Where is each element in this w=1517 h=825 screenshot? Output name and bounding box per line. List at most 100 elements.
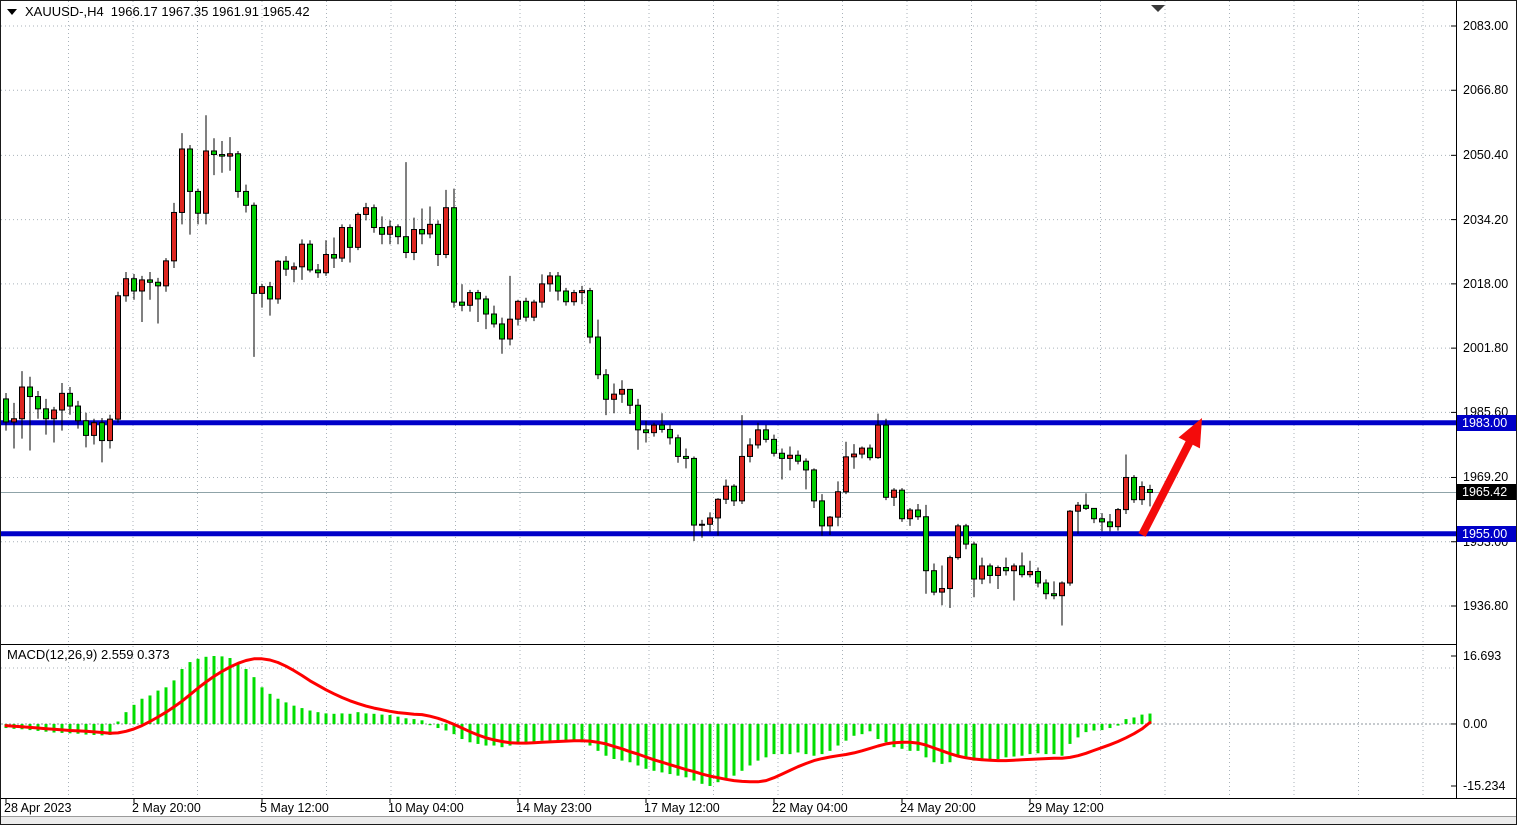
macd-histogram-bar: [596, 723, 600, 751]
macd-histogram-bar: [772, 723, 776, 755]
macd-histogram-bar: [220, 656, 224, 724]
bull-candle: [787, 454, 793, 459]
macd-histogram-bar: [324, 713, 328, 724]
macd-name: MACD(12,26,9): [7, 647, 98, 662]
time-axis-label: 22 May 04:00: [772, 801, 848, 815]
bull-candle: [979, 565, 985, 580]
macd-histogram-bar: [1100, 723, 1104, 731]
bull-candle: [123, 278, 129, 297]
bear-candle: [195, 190, 201, 214]
macd-histogram-bar: [668, 723, 672, 775]
price-axis-separator: [1456, 1, 1457, 798]
bull-candle: [739, 455, 745, 502]
bear-candle: [867, 447, 873, 459]
macd-histogram-bar: [796, 723, 800, 753]
bull-candle: [355, 213, 361, 248]
bear-candle: [1035, 570, 1041, 584]
macd-histogram-bar: [740, 723, 744, 771]
bear-candle: [811, 469, 817, 502]
macd-histogram-bar: [1028, 723, 1032, 755]
bear-candle: [315, 269, 321, 274]
bear-candle: [235, 153, 241, 192]
bull-candle: [955, 525, 961, 559]
panel-separator[interactable]: [1, 644, 1456, 645]
bear-candle: [627, 388, 633, 406]
time-axis-separator: [1, 798, 1516, 799]
bear-candle: [931, 570, 937, 593]
bull-candle: [443, 207, 449, 256]
macd-histogram-bar: [572, 723, 576, 741]
macd-histogram-bar: [884, 723, 888, 743]
resistance-price-badge: 1983.00: [1457, 414, 1516, 431]
macd-histogram-bar: [980, 723, 984, 761]
macd-histogram-bar: [1140, 714, 1144, 724]
macd-histogram-bar: [524, 723, 528, 744]
bear-candle: [475, 292, 481, 300]
macd-histogram-bar: [532, 723, 536, 743]
price-chart[interactable]: [1, 1, 1456, 818]
macd-histogram-bar: [564, 723, 568, 743]
chart-shift-marker-icon[interactable]: [1151, 5, 1165, 12]
macd-histogram-bar: [92, 723, 96, 735]
bull-candle: [547, 275, 553, 285]
bull-candle: [107, 418, 113, 442]
macd-histogram-bar: [556, 723, 560, 743]
macd-histogram-bar: [396, 716, 400, 724]
macd-histogram-bar: [268, 693, 272, 724]
macd-histogram-bar: [1020, 723, 1024, 756]
macd-histogram-bar: [908, 723, 912, 751]
bull-candle: [611, 393, 617, 400]
macd-histogram-bar: [388, 715, 392, 724]
price-axis-label: 2050.40: [1463, 148, 1509, 163]
macd-histogram-bar: [972, 723, 976, 761]
bear-candle: [595, 336, 601, 376]
bull-candle: [115, 295, 121, 420]
bull-candle: [179, 148, 185, 213]
macd-histogram-bar: [852, 723, 856, 736]
macd-histogram-bar: [1044, 723, 1048, 755]
macd-histogram-bar: [1132, 717, 1136, 724]
bull-candle: [275, 260, 281, 300]
macd-histogram-bar: [252, 677, 256, 724]
macd-histogram-bar: [204, 656, 208, 724]
bull-candle: [875, 424, 881, 459]
macd-histogram-bar: [892, 723, 896, 748]
window-bottom-strip: [1, 816, 1516, 824]
macd-histogram-bar: [140, 698, 144, 724]
macd-histogram-bar: [308, 710, 312, 724]
macd-histogram-bar: [588, 723, 592, 746]
bear-candle: [307, 243, 313, 271]
macd-histogram-bar: [124, 712, 128, 724]
time-axis-label: 2 May 20:00: [132, 801, 201, 815]
macd-histogram-bar: [260, 687, 264, 724]
bear-candle: [283, 260, 289, 270]
time-axis-label: 17 May 12:00: [644, 801, 720, 815]
bear-candle: [1091, 507, 1097, 520]
macd-histogram-bar: [812, 723, 816, 756]
macd-histogram-bar: [932, 723, 936, 763]
bullish-arrow-head: [1178, 418, 1202, 449]
macd-histogram-bar: [244, 669, 248, 724]
macd-histogram-bar: [68, 723, 72, 734]
bull-candle: [747, 444, 753, 457]
time-axis-label: 10 May 04:00: [388, 801, 464, 815]
bull-candle: [715, 498, 721, 519]
bull-candle: [1075, 504, 1081, 512]
bull-candle: [619, 388, 625, 395]
macd-histogram-bar: [676, 723, 680, 776]
bear-candle: [1051, 593, 1057, 597]
time-axis-label: 14 May 23:00: [516, 801, 592, 815]
macd-histogram-bar: [84, 723, 88, 735]
symbol-dropdown-icon[interactable]: [7, 8, 18, 16]
macd-histogram-bar: [436, 723, 440, 729]
bear-candle: [1083, 504, 1089, 509]
bear-candle: [131, 278, 137, 292]
macd-histogram-bar: [644, 723, 648, 769]
macd-histogram-bar: [300, 708, 304, 724]
bull-candle: [139, 279, 145, 292]
bear-candle: [243, 190, 249, 206]
bear-candle: [27, 386, 33, 398]
bull-candle: [363, 207, 369, 215]
bear-candle: [491, 313, 497, 325]
